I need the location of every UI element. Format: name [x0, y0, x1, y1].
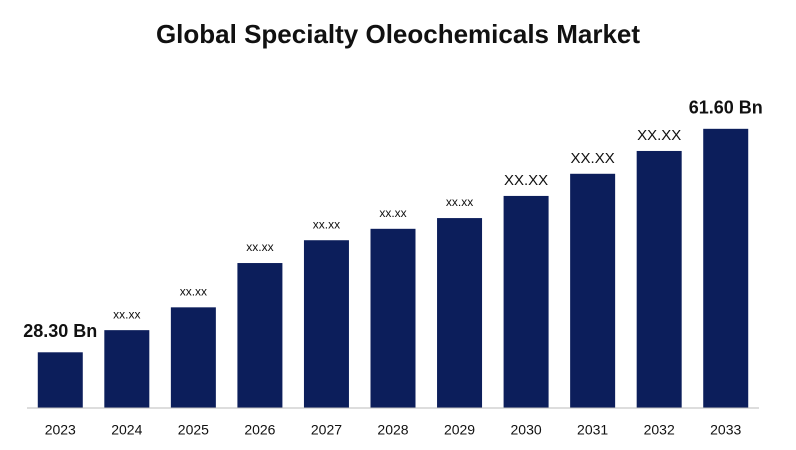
value-label: 28.30 Bn — [23, 321, 97, 341]
x-tick-label: 2026 — [244, 422, 275, 438]
x-tick-label: 2023 — [45, 422, 76, 438]
x-tick-label: 2029 — [444, 422, 475, 438]
bar — [636, 150, 682, 408]
value-label: xx.xx — [180, 285, 207, 299]
value-label: xx.xx — [379, 206, 406, 220]
value-label: xx.xx — [313, 217, 340, 231]
x-tick-label: 2028 — [377, 422, 408, 438]
value-label: xx.xx — [113, 307, 140, 321]
value-label: xx.xx — [246, 240, 273, 254]
x-tick-label: 2032 — [644, 422, 675, 438]
bar — [570, 173, 616, 408]
bar — [437, 218, 483, 408]
value-label: xx.xx — [446, 195, 473, 209]
chart-title: Global Specialty Oleochemicals Market — [156, 19, 640, 49]
bar — [303, 240, 349, 408]
bar — [703, 128, 749, 408]
bar — [37, 352, 83, 408]
value-label: XX.XX — [571, 150, 615, 167]
x-tick-label: 2030 — [511, 422, 542, 438]
bar — [237, 263, 283, 408]
x-tick-label: 2027 — [311, 422, 342, 438]
bar — [370, 228, 416, 408]
value-label: 61.60 Bn — [689, 98, 763, 118]
bar — [503, 195, 549, 408]
x-tick-label: 2024 — [111, 422, 142, 438]
x-tick-label: 2031 — [577, 422, 608, 438]
x-tick-label: 2025 — [178, 422, 209, 438]
value-label: XX.XX — [504, 172, 548, 189]
value-label: XX.XX — [637, 127, 681, 144]
x-tick-label: 2033 — [710, 422, 741, 438]
bar — [170, 307, 216, 408]
bar — [104, 330, 150, 408]
